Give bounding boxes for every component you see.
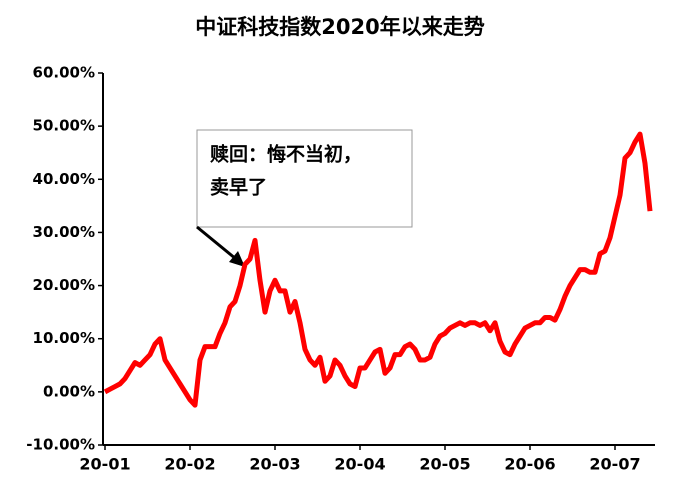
- annotation-arrow: [196, 225, 237, 261]
- x-tick-label: 20-01: [79, 455, 130, 474]
- y-tick-label: -10.00%: [26, 436, 95, 454]
- annotation-text: 赎回：悔不当初，: [210, 143, 362, 166]
- x-tick-label: 20-02: [164, 455, 215, 474]
- x-tick-label: 20-07: [589, 455, 640, 474]
- x-tick-label: 20-05: [419, 455, 470, 474]
- y-tick-label: 0.00%: [43, 382, 95, 400]
- y-tick-label: 30.00%: [33, 223, 95, 241]
- y-tick-label: 60.00%: [33, 64, 95, 82]
- y-tick-label: 50.00%: [33, 117, 95, 135]
- x-tick-label: 20-04: [334, 455, 385, 474]
- y-tick-label: 20.00%: [33, 276, 95, 294]
- line-series: [103, 131, 653, 408]
- x-tick-label: 20-06: [504, 455, 555, 474]
- y-tick-label: 40.00%: [33, 170, 95, 188]
- annotation-arrowhead: [229, 251, 245, 267]
- x-tick-label: 20-03: [249, 455, 300, 474]
- chart-title: 中证科技指数2020年以来走势: [195, 15, 484, 39]
- annotation-box: [196, 129, 413, 228]
- y-tick-label: 10.00%: [33, 329, 95, 347]
- annotation-text: 卖早了: [210, 177, 267, 199]
